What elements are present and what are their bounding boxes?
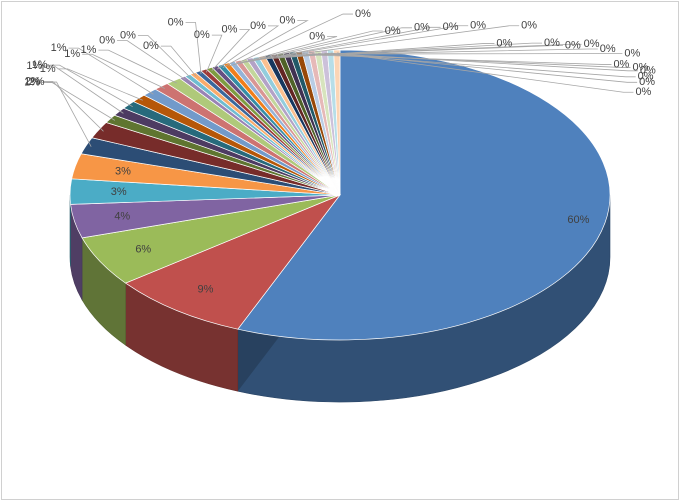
leader-line-27: [251, 26, 441, 62]
slice-label-14: 1%: [81, 44, 97, 56]
slice-label-11: 1%: [40, 63, 56, 75]
leader-line-10: [49, 64, 133, 108]
slice-label-7: 2%: [25, 75, 41, 87]
pie-slice-0: [237, 49, 611, 341]
slice-label-19: 0%: [194, 29, 210, 41]
slice-label-24: 0%: [355, 8, 371, 20]
slice-label-13: 1%: [64, 48, 80, 60]
leader-line-41: [336, 52, 634, 93]
slice-label-18: 0%: [168, 16, 184, 28]
leader-line-24: [233, 13, 353, 66]
slice-label-21: 0%: [250, 20, 266, 32]
slice-label-8: 1%: [24, 76, 40, 88]
slice-label-16: 0%: [120, 29, 136, 41]
slice-label-30: 0%: [521, 20, 537, 32]
leader-line-17: [160, 45, 197, 77]
slice-label-36: 0%: [624, 47, 640, 59]
pie-slice-1: [124, 194, 342, 330]
slice-label-12: 1%: [51, 42, 67, 54]
leader-line-6: [46, 81, 92, 147]
slice-label-29: 0%: [496, 37, 512, 49]
slice-label-20: 0%: [221, 23, 237, 35]
slice-label-27: 0%: [443, 21, 459, 33]
leader-line-12: [68, 47, 154, 95]
leader-line-13: [82, 53, 165, 89]
slice-label-26: 0%: [414, 22, 430, 34]
slice-label-3: 4%: [114, 210, 130, 222]
slice-label-31: 0%: [544, 37, 560, 49]
slice-label-22: 0%: [279, 15, 295, 27]
leader-line-33: [287, 43, 582, 57]
leader-line-34: [293, 48, 598, 56]
leader-line-40: [330, 52, 638, 83]
slice-label-40: 0%: [639, 76, 655, 88]
leader-line-36: [305, 53, 623, 55]
leader-line-7: [42, 81, 104, 132]
slice-label-38: 0%: [638, 71, 654, 83]
leader-line-38: [318, 52, 636, 78]
slice-label-39: 0%: [640, 65, 656, 77]
slice-label-9: 1%: [26, 60, 42, 72]
pie-slice-41: [333, 49, 341, 196]
leader-line-39: [324, 52, 638, 72]
slice-label-2: 6%: [135, 243, 151, 255]
slice-label-25: 0%: [385, 25, 401, 37]
slice-label-15: 0%: [99, 34, 115, 46]
slice-label-10: 1%: [32, 59, 48, 71]
leader-line-20: [211, 29, 251, 71]
leader-line-28: [257, 25, 469, 61]
leader-line-19: [205, 34, 223, 73]
leader-line-30: [269, 25, 520, 59]
slice-label-35: 0%: [613, 58, 629, 70]
leader-line-11: [57, 68, 143, 101]
leader-line-26: [245, 27, 413, 63]
leader-line-9: [44, 65, 124, 114]
leader-line-14: [98, 49, 177, 84]
slice-label-17: 0%: [143, 40, 159, 52]
slice-label-32: 0%: [565, 40, 581, 52]
leader-line-18: [185, 22, 202, 75]
slice-label-6: 2%: [29, 76, 45, 88]
leader-line-16: [137, 35, 191, 79]
slice-label-37: 0%: [632, 61, 648, 73]
slice-label-33: 0%: [584, 38, 600, 50]
slice-label-34: 0%: [600, 43, 616, 55]
leader-line-25: [239, 30, 383, 64]
slice-label-28: 0%: [470, 20, 486, 32]
slice-label-4: 3%: [111, 186, 127, 198]
leader-line-32: [281, 45, 563, 57]
slice-label-23: 0%: [309, 30, 325, 42]
slice-label-1: 9%: [198, 283, 214, 295]
leader-line-8: [42, 82, 116, 121]
slice-label-5: 3%: [115, 165, 131, 177]
slice-label-0: 60%: [567, 214, 589, 226]
leader-line-15: [117, 40, 186, 80]
slice-label-41: 0%: [635, 86, 651, 98]
leader-line-23: [228, 36, 338, 67]
leader-line-21: [217, 25, 280, 70]
leader-line-22: [222, 20, 309, 68]
